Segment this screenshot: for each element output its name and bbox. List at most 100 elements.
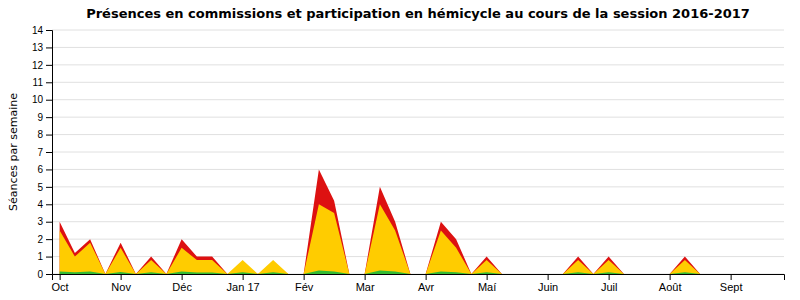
plot: Oct Nov Déc Jan 17 Fév Mar Avr Maí Juin Juil Août S… [32, 25, 785, 293]
y-axis-line [46, 31, 53, 275]
grid-line [52, 256, 784, 257]
y-axis-title: Séances par semaine [7, 93, 20, 211]
x-tick: Oct [52, 274, 69, 293]
grid-line [52, 239, 784, 240]
chart: Oct Nov Déc Jan 17 Fév Mar Avr Maí Juin Juil Août S… [0, 0, 800, 300]
grid-line [52, 169, 784, 170]
y-tick: 7 [37, 147, 52, 158]
y-tick: 4 [37, 199, 52, 210]
area [60, 204, 777, 274]
x-tick-label: Sept [720, 281, 743, 293]
x-tick: Déc [172, 274, 192, 293]
y-tick-label: 6 [37, 164, 43, 175]
area [60, 169, 777, 274]
y-tick-label: 13 [32, 42, 44, 53]
x-tick-mark [243, 274, 244, 280]
y-tick-label: 0 [37, 269, 43, 280]
y-tick-mark [46, 65, 52, 66]
x-axis-line [53, 275, 785, 281]
x-tick-mark [670, 274, 671, 280]
x-tick-label: Fév [295, 281, 314, 293]
grid-line [52, 47, 784, 48]
y-tick-mark [46, 82, 52, 83]
x-tick: Juin [538, 274, 558, 293]
y-tick-label: 4 [37, 199, 43, 210]
grid-line [52, 64, 784, 65]
y-tick-mark [46, 239, 52, 240]
x-tick-mark [182, 274, 183, 280]
x-tick-label: Déc [172, 281, 192, 293]
x-axis: Oct Nov Déc Jan 17 Fév Mar Avr Maí Juin Juil Août S… [52, 274, 785, 293]
y-tick-label: 1 [37, 251, 43, 262]
y-tick-label: 10 [32, 94, 44, 105]
y-tick-label: 14 [32, 25, 44, 36]
y-tick-label: 9 [37, 112, 43, 123]
x-tick-label: Maí [478, 281, 496, 293]
y-tick: 10 [32, 94, 52, 105]
y-tick: 2 [37, 234, 52, 245]
y-tick-label: 7 [37, 147, 43, 158]
y-tick: 5 [37, 182, 52, 193]
y-tick-mark [46, 117, 52, 118]
grid-line [52, 30, 784, 31]
x-tick-mark [426, 274, 427, 280]
x-tick: Mar [356, 274, 375, 293]
x-tick-label: Jan 17 [227, 281, 260, 293]
x-tick-mark [60, 274, 61, 280]
y-tick-mark [46, 30, 52, 31]
x-tick: Avr [418, 274, 435, 293]
y-tick-mark [46, 135, 52, 136]
grid-line [52, 221, 784, 222]
grid-line [52, 186, 784, 187]
x-tick: Sept [720, 274, 743, 293]
y-tick-label: 3 [37, 216, 43, 227]
y-tick-mark [46, 274, 52, 275]
x-tick-label: Nov [111, 281, 131, 293]
x-tick: Fév [295, 274, 314, 293]
y-tick-label: 11 [33, 77, 44, 88]
y-tick-mark [46, 222, 52, 223]
x-tick-label: Juil [601, 281, 618, 293]
y-tick-mark [46, 204, 52, 205]
y-tick: 9 [37, 112, 52, 123]
x-tick-label: Avr [418, 281, 435, 293]
y-tick-mark [46, 187, 52, 188]
y-tick-label: 12 [32, 60, 44, 71]
x-tick: Juil [601, 274, 618, 293]
x-tick-mark [609, 274, 610, 280]
y-tick: 6 [37, 164, 52, 175]
y-tick-mark [46, 169, 52, 170]
y-tick: 14 [32, 25, 52, 36]
x-tick-label: Mar [356, 281, 375, 293]
x-tick-label: Oct [52, 281, 69, 293]
x-tick-mark [121, 274, 122, 280]
y-tick: 1 [37, 251, 52, 262]
x-tick: Jan 17 [227, 274, 260, 293]
y-tick: 13 [32, 42, 52, 53]
grid-line [52, 82, 784, 83]
y-axis: 01234567891011121314 [32, 25, 53, 280]
y-tick-label: 2 [37, 234, 43, 245]
y-tick-mark [46, 100, 52, 101]
x-tick-label: Août [659, 281, 682, 293]
x-tick-mark [304, 274, 305, 280]
grid-line [52, 204, 784, 205]
area [60, 271, 777, 274]
y-tick-label: 8 [37, 129, 43, 140]
x-tick: Nov [111, 274, 131, 293]
x-tick: Maí [478, 274, 496, 293]
title: Présences en commissions et participatio… [86, 6, 750, 21]
y-tick: 12 [32, 60, 52, 71]
x-tick-label: Juin [538, 281, 558, 293]
y-tick: 3 [37, 216, 52, 227]
x-tick-mark [731, 274, 732, 280]
x-tick-mark [487, 274, 488, 280]
y-tick-label: 5 [37, 182, 43, 193]
y-tick: 11 [33, 77, 52, 88]
y-tick-mark [46, 257, 52, 258]
y-tick: 8 [37, 129, 52, 140]
grid-line [52, 117, 784, 118]
y-tick-mark [46, 152, 52, 153]
x-tick-mark [365, 274, 366, 280]
x-tick: Août [659, 274, 682, 293]
